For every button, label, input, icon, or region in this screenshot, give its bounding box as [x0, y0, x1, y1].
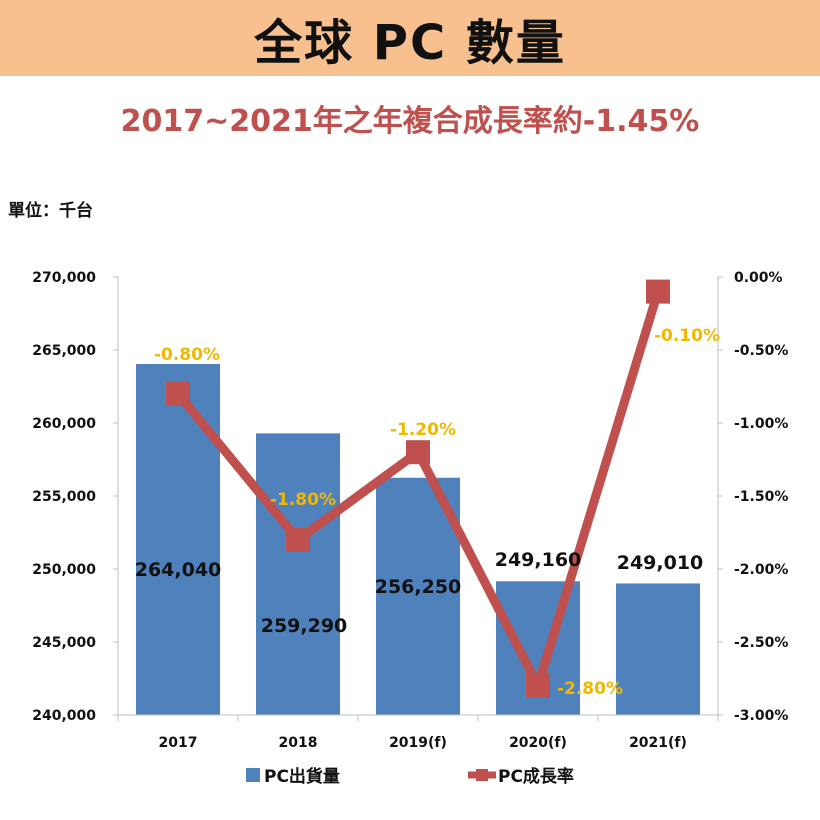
rate-marker-2020(f)	[526, 673, 550, 698]
left-tick-label: 240,000	[32, 708, 96, 724]
axes: 240,000 245,000 250,000 255,000 260,000 265,0…	[32, 270, 788, 751]
right-tick-label: -2.00%	[734, 562, 788, 578]
bar-value-label: 249,010	[617, 552, 704, 574]
left-tick-label: 245,000	[32, 635, 96, 651]
rate-value-label: -1.20%	[390, 420, 456, 440]
legend-bar-label: PC出貨量	[264, 766, 340, 787]
left-tick-label: 260,000	[32, 416, 96, 432]
x-tick-label: 2019(f)	[389, 735, 447, 751]
rate-marker-2019(f)	[406, 440, 430, 465]
legend-line-label: PC成長率	[498, 766, 574, 787]
left-tick-label: 270,000	[32, 270, 96, 286]
title-banner: 全球 PC 數量	[0, 0, 820, 76]
left-tick-label: 265,000	[32, 343, 96, 359]
bar-2018	[256, 433, 340, 715]
data-labels: 264,040 259,290 256,250 249,160 249,010 -0.80…	[135, 326, 720, 699]
unit-label: 單位：千台	[8, 201, 93, 221]
x-tick-label: 2020(f)	[509, 735, 567, 751]
right-tick-label: -1.00%	[734, 416, 788, 432]
right-tick-label: -0.50%	[734, 343, 788, 359]
right-tick-label: 0.00%	[734, 270, 783, 286]
left-tick-label: 250,000	[32, 562, 96, 578]
bar-value-label: 249,160	[495, 549, 582, 571]
x-tick-label: 2021(f)	[629, 735, 687, 751]
right-tick-label: -3.00%	[734, 708, 788, 724]
bar-2021(f)	[616, 583, 700, 715]
rate-marker-2021(f)	[646, 279, 670, 304]
rate-value-label: -0.10%	[654, 326, 720, 346]
right-tick-label: -2.50%	[734, 635, 788, 651]
x-tick-label: 2018	[279, 735, 318, 751]
rate-value-label: -2.80%	[557, 679, 623, 699]
left-tick-label: 255,000	[32, 489, 96, 505]
legend: PC出貨量 PC成長率	[246, 766, 574, 787]
rate-value-label: -0.80%	[154, 345, 220, 365]
legend-line-marker	[476, 769, 488, 781]
bar-2019(f)	[376, 477, 460, 715]
x-tick-label: 2017	[159, 735, 198, 751]
chart-subtitle: 2017~2021年之年複合成長率約-1.45%	[120, 104, 700, 139]
legend-bar-swatch	[246, 768, 260, 782]
bar-2017	[136, 364, 220, 715]
rate-marker-2018	[286, 527, 310, 552]
bar-value-label: 259,290	[261, 615, 348, 637]
bar-value-label: 264,040	[135, 559, 222, 581]
bar-value-label: 256,250	[375, 576, 462, 598]
rate-value-label: -1.80%	[270, 490, 336, 510]
rate-marker-2017	[166, 381, 190, 406]
right-tick-label: -1.50%	[734, 489, 788, 505]
rate-series	[166, 279, 670, 698]
page-title: 全球 PC 數量	[254, 15, 566, 71]
